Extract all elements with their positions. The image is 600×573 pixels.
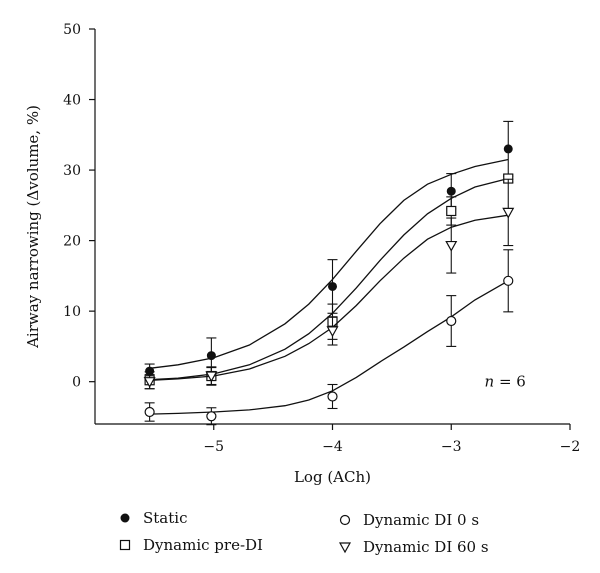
x-axis-title: Log (ACh) (294, 468, 371, 486)
series-0-point (206, 351, 216, 361)
series-2-point (446, 315, 457, 327)
y-tick-label: 30 (63, 163, 81, 179)
legend: Static Dynamic pre-DI Dynamic DI 0 s Dynami… (119, 509, 489, 556)
y-tick-label: 50 (63, 22, 81, 38)
series-0-point (328, 281, 337, 291)
annotation-rest: = 6 (494, 373, 526, 391)
series-3-point (502, 207, 515, 219)
series-0-point (503, 144, 513, 154)
y-axis-title: Airway narrowing (Δvolume, %) (24, 105, 42, 349)
plot-area: 0 10 20 30 40 50 −5 −4 −3 −2 Log (ACh) Airway narro… (24, 22, 580, 486)
x-tick-label: −5 (203, 439, 224, 455)
legend-item-2: Dynamic DI 0 s (339, 511, 479, 529)
sample-size-annotation: n = 6 (485, 373, 526, 391)
legend-label: Dynamic DI 60 s (363, 538, 489, 556)
series-2-point (327, 391, 338, 402)
x-tick-label: −3 (441, 439, 462, 455)
annotation-italic: n (485, 373, 495, 391)
x-tick-label: −2 (560, 439, 581, 455)
legend-marker (119, 539, 131, 551)
series-0-fit-line (149, 158, 509, 369)
legend-marker (339, 514, 351, 526)
series-3-point (143, 377, 156, 388)
legend-marker (120, 513, 130, 523)
series-3-point (205, 371, 218, 383)
legend-label: Dynamic DI 0 s (363, 511, 479, 529)
series-3-point (326, 326, 339, 338)
series-3-point (445, 240, 458, 252)
series-3-fit-line (149, 214, 509, 381)
legend-item-1: Dynamic pre-DI (119, 536, 263, 554)
series-1-point (446, 205, 457, 217)
legend-item-3: Dynamic DI 60 s (338, 538, 489, 556)
series-2-point (503, 275, 514, 286)
legend-label: Dynamic pre-DI (143, 536, 263, 554)
series-0-point (446, 186, 456, 196)
legend-label: Static (143, 509, 187, 527)
series-1-fit-line (149, 177, 509, 381)
y-tick-label: 40 (63, 93, 81, 109)
y-tick-label: 0 (72, 375, 81, 391)
y-tick-label: 20 (63, 234, 81, 250)
y-tick-label: 10 (63, 304, 81, 320)
series-2-point (206, 411, 217, 422)
legend-item-0: Static (120, 509, 187, 527)
x-tick-label: −4 (322, 439, 343, 455)
series-2-point (144, 406, 155, 418)
legend-marker (338, 542, 352, 554)
